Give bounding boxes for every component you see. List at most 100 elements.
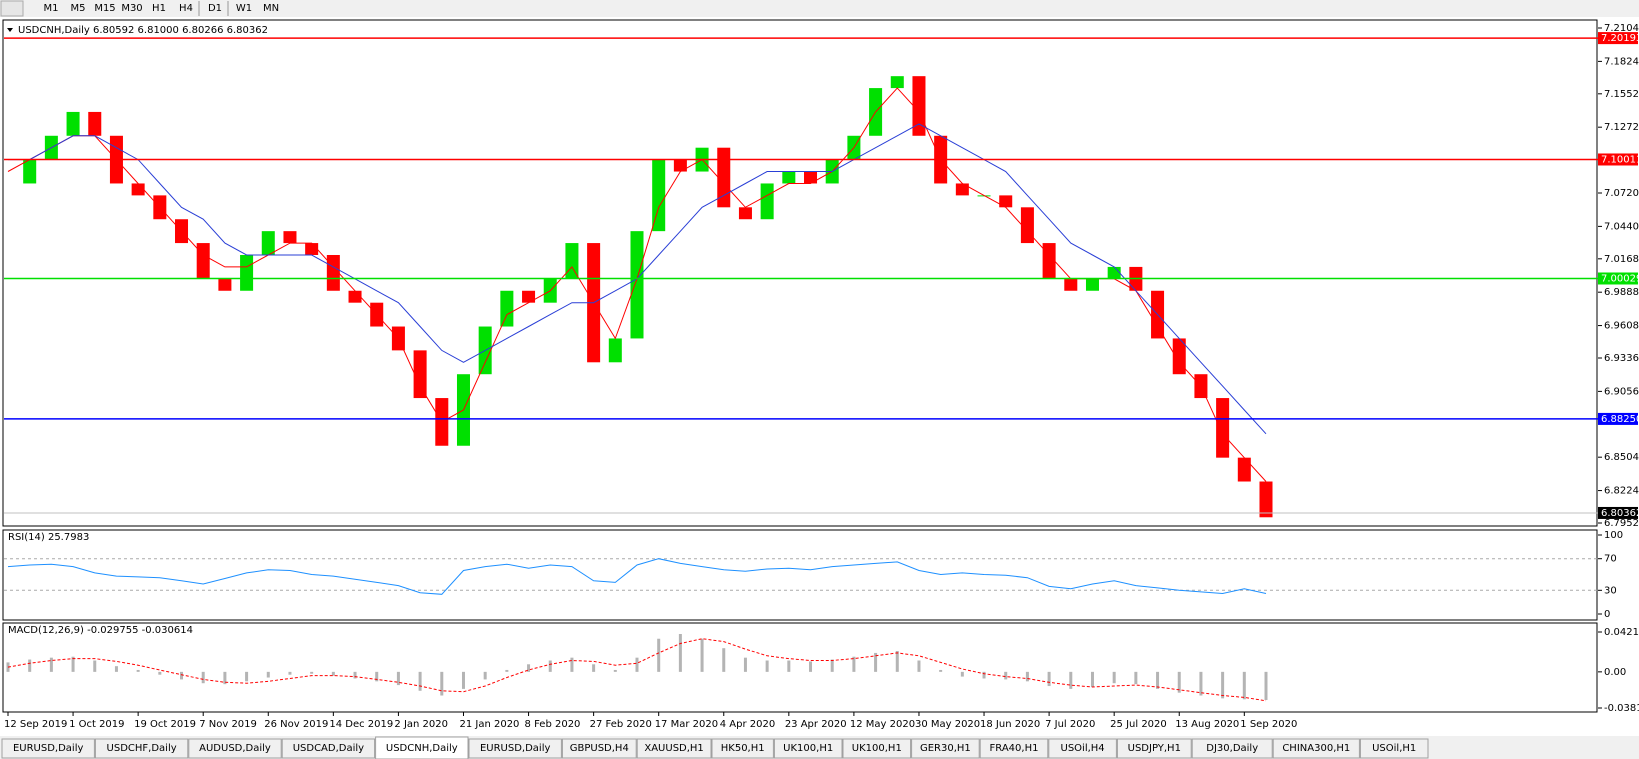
tab[interactable] (711, 738, 774, 759)
tab-label[interactable]: USDCAD,Daily (293, 743, 364, 754)
tab[interactable] (1359, 738, 1429, 759)
macd-bar (570, 657, 574, 672)
macd-bar (1264, 671, 1268, 701)
candle (717, 147, 731, 208)
tab-label[interactable]: UK100,H1 (852, 743, 902, 754)
tab-label[interactable]: HK50,H1 (721, 743, 765, 754)
timeframe-button[interactable]: MN (263, 3, 279, 14)
tab-label[interactable]: GER30,H1 (920, 743, 971, 754)
tab[interactable] (979, 738, 1049, 759)
timeframe-button[interactable]: M15 (94, 3, 115, 14)
tab-label[interactable]: USDJPY,H1 (1128, 743, 1181, 754)
tab[interactable] (911, 738, 980, 759)
tab-label[interactable]: CHINA300,H1 (1282, 743, 1350, 754)
tab[interactable] (1, 738, 95, 759)
macd-bar (353, 671, 357, 679)
candle (326, 254, 340, 291)
level-label: 7.20193 (1601, 33, 1639, 44)
x-tick-label: 21 Jan 2020 (459, 719, 519, 730)
candle (630, 231, 644, 339)
timeframe-button[interactable]: M1 (44, 3, 59, 14)
tab-label[interactable]: AUDUSD,Daily (199, 743, 271, 754)
timeframe-button[interactable]: M5 (71, 3, 86, 14)
current-price: 6.80362 (1601, 508, 1639, 519)
tab[interactable] (375, 736, 469, 759)
macd-bar (939, 669, 943, 672)
tab[interactable] (773, 738, 843, 759)
tab[interactable] (842, 738, 912, 759)
macd-bar (635, 657, 639, 672)
tab-label[interactable]: EURUSD,Daily (13, 743, 84, 754)
candle (305, 243, 319, 255)
macd-bar (266, 671, 270, 678)
macd-bar (1221, 671, 1225, 699)
tab-label[interactable]: USOil,H4 (1061, 743, 1105, 754)
macd-bar (180, 671, 184, 680)
rsi-line (7, 558, 1267, 595)
timeframe-button[interactable]: M30 (121, 3, 142, 14)
tab[interactable] (188, 738, 282, 759)
y-tick-label: 7.04400 (1604, 221, 1639, 232)
tab-label[interactable]: GBPUSD,H4 (570, 743, 629, 754)
tab[interactable] (636, 738, 712, 759)
macd-bar (982, 671, 986, 679)
candle (1020, 207, 1034, 244)
macd-bar (960, 671, 964, 677)
macd-bar (114, 666, 118, 672)
tab-label[interactable]: DJ30,Daily (1206, 743, 1258, 754)
macd-bar (613, 669, 617, 672)
tab-label[interactable]: USDCNH,Daily (386, 743, 458, 754)
macd-bar (743, 657, 747, 672)
y-tick-label: -0.038198 (1604, 703, 1639, 714)
macd-bar (1242, 671, 1246, 700)
tab[interactable] (1116, 738, 1192, 759)
tab-label[interactable]: EURUSD,Daily (480, 743, 551, 754)
rsi-pane (2, 529, 1598, 621)
macd-bar (93, 660, 97, 672)
macd-bar (418, 671, 422, 691)
x-tick-label: 12 Sep 2019 (4, 719, 67, 730)
y-tick-label: 6.93360 (1604, 353, 1639, 364)
candle (413, 350, 427, 399)
tab[interactable] (1191, 738, 1273, 759)
candle (565, 243, 579, 279)
tab-label[interactable]: FRA40,H1 (990, 743, 1039, 754)
y-tick-label: 0 (1604, 609, 1610, 620)
macd-pane (2, 622, 1598, 713)
macd-bar (505, 669, 509, 672)
level-label: 7.10011 (1601, 154, 1639, 165)
tab[interactable] (1048, 738, 1117, 759)
y-tick-label: 7.07200 (1604, 188, 1639, 199)
timeframe-button[interactable]: W1 (236, 3, 252, 14)
macd-bar (1156, 671, 1160, 689)
macd-bar (28, 659, 32, 672)
tab[interactable] (561, 738, 637, 759)
tab-label[interactable]: XAUUSD,H1 (644, 743, 703, 754)
macd-bar (787, 660, 791, 672)
x-tick-label: 13 Aug 2020 (1175, 719, 1239, 730)
macd-label: MACD(12,26,9) -0.029755 -0.030614 (8, 625, 193, 636)
macd-bar (830, 659, 834, 672)
macd-bar (548, 660, 552, 672)
y-tick-label: 6.96080 (1604, 321, 1639, 332)
timeframe-button[interactable]: D1 (208, 3, 222, 14)
y-tick-label: 7.21040 (1604, 23, 1639, 34)
tab-label[interactable]: USDCHF,Daily (107, 743, 177, 754)
chart-header: USDCNH,Daily 6.80592 6.81000 6.80266 6.8… (18, 25, 268, 36)
candle (261, 231, 275, 255)
timeframe-button[interactable]: H4 (179, 3, 193, 14)
candle (999, 195, 1013, 208)
tab[interactable] (468, 738, 562, 759)
timeframe-button[interactable]: H1 (152, 3, 166, 14)
candle (608, 338, 622, 363)
y-tick-label: 6.79520 (1604, 518, 1639, 529)
tab-label[interactable]: UK100,H1 (783, 743, 833, 754)
tab[interactable] (281, 738, 376, 759)
tab-label[interactable]: USOil,H1 (1372, 743, 1416, 754)
toolbar-button[interactable] (0, 0, 24, 17)
tab[interactable] (1272, 738, 1360, 759)
level-tag (1598, 412, 1638, 425)
tab[interactable] (94, 738, 189, 759)
macd-bar (483, 671, 487, 680)
